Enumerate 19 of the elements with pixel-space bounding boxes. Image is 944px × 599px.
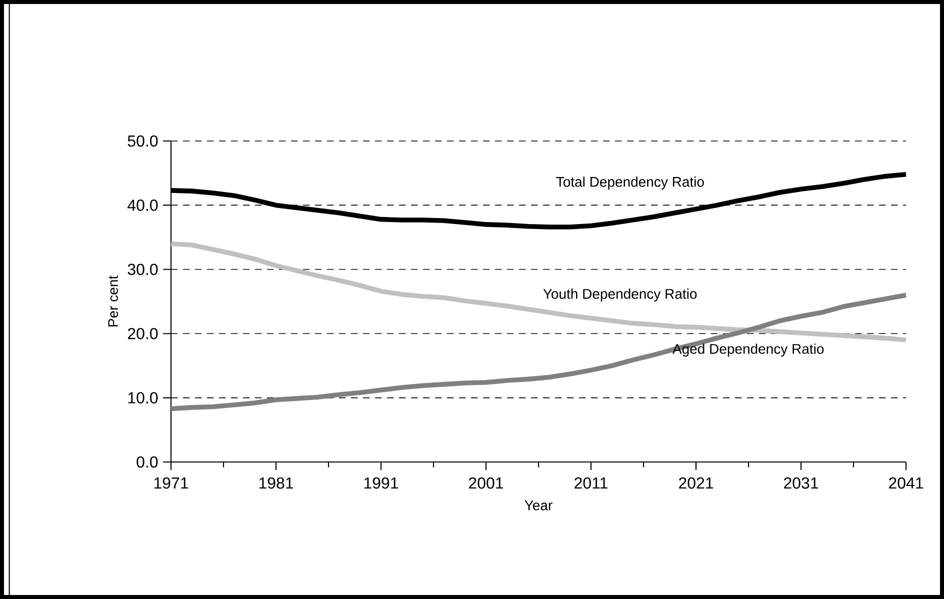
y-tick-label: 20.0: [128, 328, 158, 340]
y-tick-label: 40.0: [128, 200, 158, 211]
x-tick-label: 2031: [784, 477, 818, 489]
x-tick-label: 2041: [889, 477, 924, 489]
y-axis-title: Per cent: [108, 276, 118, 326]
y-tick-label: 30.0: [128, 264, 158, 276]
x-tick-label: 2021: [679, 477, 714, 489]
series-label: Aged Dependency Ratio: [672, 344, 824, 357]
x-axis-title: Year: [524, 500, 552, 510]
x-tick-label: 1981: [259, 477, 294, 489]
x-tick-label: 2001: [469, 477, 504, 489]
y-tick-label: 50.0: [128, 135, 158, 147]
x-tick-label: 1991: [364, 477, 398, 489]
y-tick-label: 10.0: [128, 392, 158, 404]
y-tick-label: 0.0: [136, 456, 158, 468]
series-label: Youth Dependency Ratio: [543, 288, 697, 302]
x-tick-label: 2011: [574, 477, 608, 489]
x-tick-label: 1971: [154, 477, 188, 489]
series-label: Total Dependency Ratio: [556, 176, 704, 190]
